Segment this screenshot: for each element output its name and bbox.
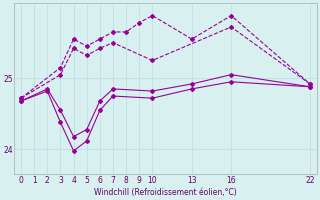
X-axis label: Windchill (Refroidissement éolien,°C): Windchill (Refroidissement éolien,°C) [94,188,237,197]
